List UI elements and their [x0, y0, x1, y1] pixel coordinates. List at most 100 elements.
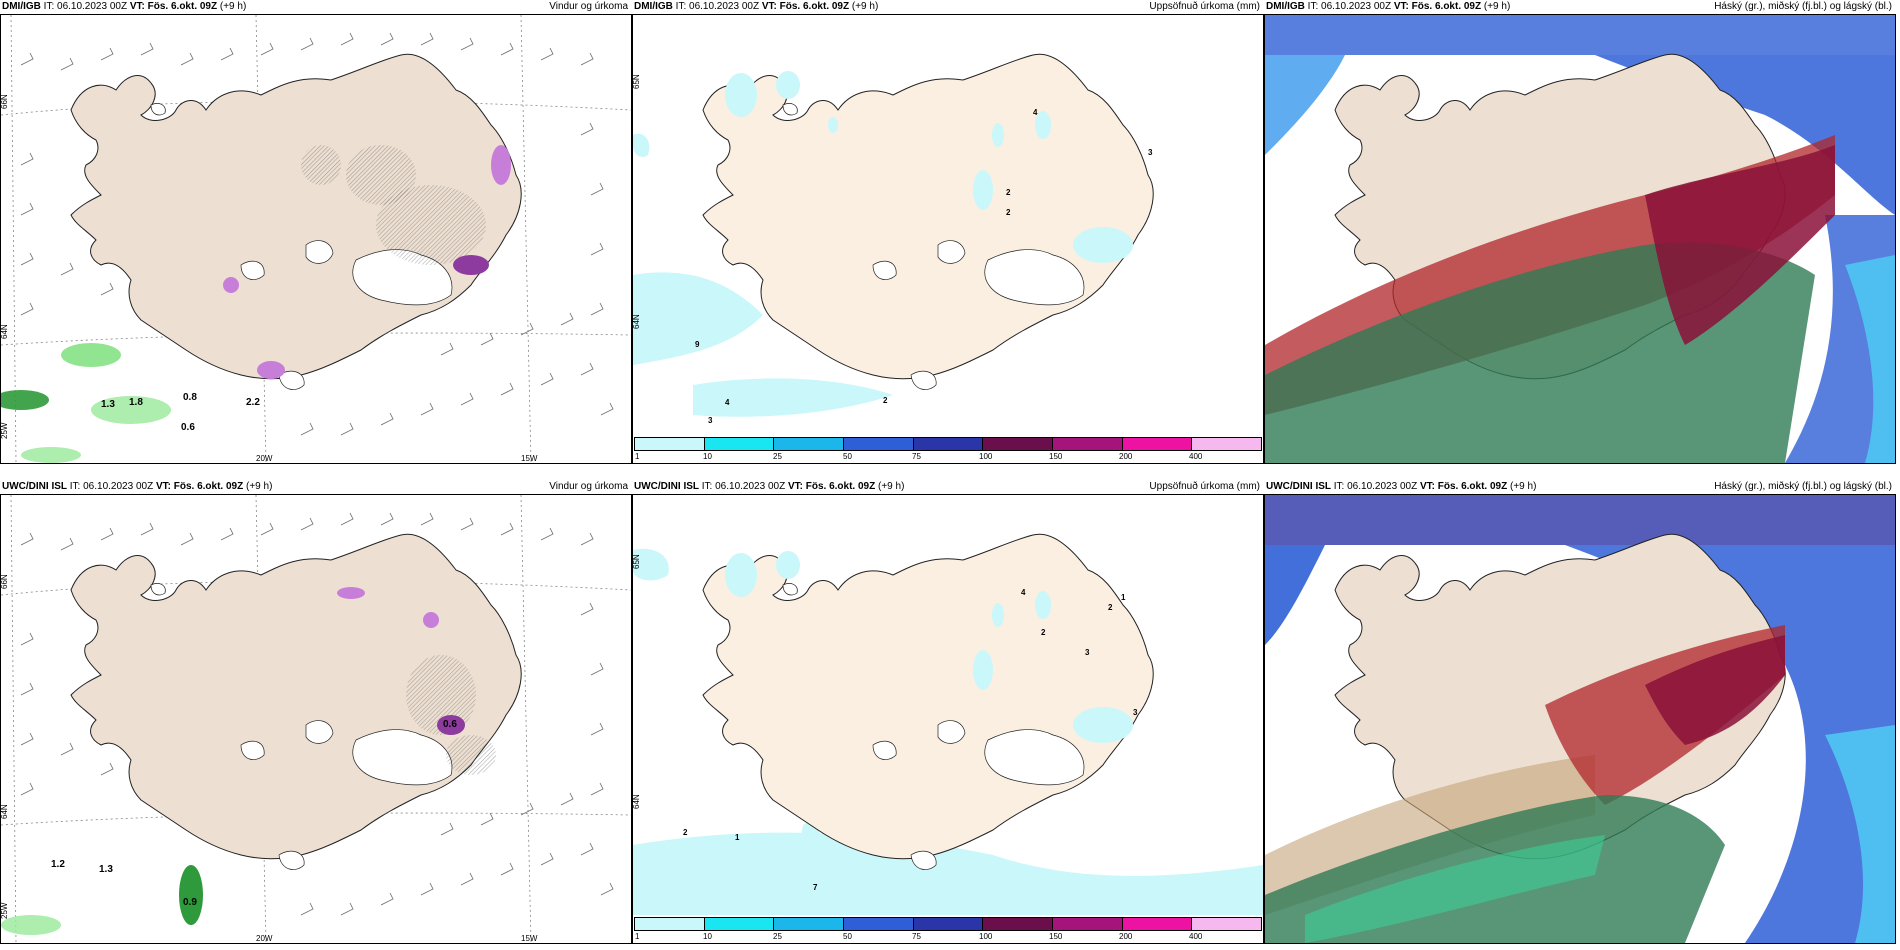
- label-value: 3: [708, 416, 713, 425]
- panel-title: Vindur og úrkoma: [549, 481, 628, 492]
- legend-swatch: [635, 918, 705, 930]
- legend-swatch: [1053, 438, 1123, 450]
- label-value: 1: [1121, 593, 1126, 602]
- label-value: 2: [683, 828, 688, 837]
- legend-tick: 10: [703, 932, 712, 941]
- legend-swatch: [983, 438, 1054, 450]
- label-value: 2: [1041, 628, 1046, 637]
- legend-tick: 75: [912, 452, 921, 461]
- label-value: 7: [813, 883, 818, 892]
- label-value: 2: [883, 396, 888, 405]
- panel-dmi-cloud: DMI/IGB IT: 06.10.2023 00Z VT: Fös. 6.ok…: [1264, 0, 1896, 464]
- init-time: IT: 06.10.2023 00Z: [675, 1, 760, 12]
- legend-tick: 75: [912, 932, 921, 941]
- lat-label: 64N: [633, 794, 641, 809]
- map-precip-dmi: 2 3 2 4 9 4 3 2 65N 64N: [633, 15, 1263, 425]
- label-value: 1: [735, 833, 740, 842]
- lon-label: 25W: [1, 422, 9, 439]
- legend-swatch: [844, 918, 914, 930]
- axis-labels: 66N 64N 25W 20W 15W: [1, 574, 538, 943]
- lead-time: (+9 h): [219, 1, 247, 12]
- legend-tick: 25: [773, 932, 782, 941]
- lat-label: 65N: [633, 554, 641, 569]
- lat-label: 65N: [633, 74, 641, 89]
- valid-time: VT: Fös. 6.okt. 09Z: [761, 1, 850, 12]
- panel-title: Háský (gr.), miðský (fj.bl.) og lágský (…: [1714, 481, 1892, 492]
- lon-label: 25W: [1, 902, 9, 919]
- lat-label: 66N: [1, 94, 9, 109]
- panel-header: UWC/DINI ISL IT: 06.10.2023 00Z VT: Fös.…: [632, 480, 1264, 494]
- legend-tick: 1: [635, 452, 640, 461]
- panel-title: Uppsöfnuð úrkoma (mm): [1149, 1, 1260, 12]
- legend-swatch: [704, 438, 775, 450]
- axis-labels: 65N 64N: [633, 554, 641, 809]
- legend-swatch: [1192, 918, 1262, 930]
- legend-swatch: [1192, 438, 1262, 450]
- cloud-mid-high: [1265, 135, 1835, 463]
- precip-legend: 1 10 25 50 75 100 150 200 400: [633, 915, 1263, 943]
- map-frame[interactable]: 2 1 7 4 2 3 2 1 3 65N 64N: [632, 494, 1264, 944]
- legend-tick: 25: [773, 452, 782, 461]
- label-value: 2.2: [246, 397, 260, 408]
- lon-label: 15W: [521, 454, 538, 463]
- ocean-precip: [633, 548, 1263, 915]
- lon-label: 15W: [521, 934, 538, 943]
- label-value: 0.8: [183, 392, 197, 403]
- map-frame[interactable]: 2 3 2 4 9 4 3 2 65N 64N: [632, 14, 1264, 464]
- lead-time: (+9 h): [851, 1, 879, 12]
- model-source: DMI/IGB: [634, 1, 673, 12]
- map-frame[interactable]: 1.2 1.3 0.9 0.6 66N 64N 25W 20W 15W: [0, 494, 632, 944]
- label-value: 0.6: [181, 422, 195, 433]
- precip-areas: [1, 587, 465, 935]
- land-precip: [725, 71, 1133, 263]
- legend-tick: 10: [703, 452, 712, 461]
- map-frame[interactable]: [1264, 14, 1896, 464]
- panel-dmi-wind: DMI/IGB IT: 06.10.2023 00Z VT: Fös. 6.ok…: [0, 0, 632, 464]
- legend-tick: 400: [1189, 932, 1203, 941]
- lon-label: 20W: [256, 934, 273, 943]
- label-value: 3: [1133, 708, 1138, 717]
- legend-swatch: [774, 438, 845, 450]
- ocean-precip: [633, 133, 893, 417]
- lead-time: (+9 h): [1510, 481, 1537, 492]
- map-wind-dmi: 0.8 0.6 2.2 1.3 1.8 66N 64N 25W 20W 15W: [1, 15, 631, 463]
- label-value: 0.6: [443, 719, 457, 730]
- legend-tick: 400: [1189, 452, 1203, 461]
- model-source: UWC/DINI ISL: [634, 481, 699, 492]
- model-source: DMI/IGB: [1266, 1, 1305, 12]
- panel-header: UWC/DINI ISL IT: 06.10.2023 00Z VT: Fös.…: [0, 480, 632, 494]
- legend-swatch: [913, 918, 984, 930]
- legend-swatch: [635, 438, 705, 450]
- panel-title: Uppsöfnuð úrkoma (mm): [1149, 481, 1260, 492]
- map-frame[interactable]: 0.8 0.6 2.2 1.3 1.8 66N 64N 25W 20W 15W: [0, 14, 632, 464]
- panel-dmi-precip: DMI/IGB IT: 06.10.2023 00Z VT: Fös. 6.ok…: [632, 0, 1264, 464]
- lead-time: (+9 h): [1483, 1, 1511, 12]
- panel-uwc-wind: UWC/DINI ISL IT: 06.10.2023 00Z VT: Fös.…: [0, 480, 632, 944]
- value-labels: 2 1 7 4 2 3 2 1 3: [683, 588, 1138, 892]
- legend-tick: 100: [979, 452, 993, 461]
- label-value: 2: [1006, 188, 1011, 197]
- legend-tick: 150: [1049, 932, 1063, 941]
- legend-swatch: [1122, 918, 1193, 930]
- legend-labels: 1 10 25 50 75 100 150 200 400: [633, 932, 1263, 942]
- label-value: 2: [1006, 208, 1011, 217]
- valid-time: VT: Fös. 6.okt. 09Z: [129, 1, 218, 12]
- map-precip-uwc: 2 1 7 4 2 3 2 1 3 65N 64N: [633, 495, 1263, 915]
- lat-label: 66N: [1, 574, 9, 589]
- lat-label: 64N: [633, 314, 641, 329]
- panel-title: Vindur og úrkoma: [549, 1, 628, 12]
- legend-swatch: [844, 438, 914, 450]
- axis-labels: 66N 64N 25W 20W 15W: [1, 94, 538, 463]
- panel-uwc-precip: UWC/DINI ISL IT: 06.10.2023 00Z VT: Fös.…: [632, 480, 1264, 944]
- label-value: 1.3: [101, 399, 115, 410]
- map-frame[interactable]: [1264, 494, 1896, 944]
- panel-uwc-cloud: UWC/DINI ISL IT: 06.10.2023 00Z VT: Fös.…: [1264, 480, 1896, 944]
- label-value: 4: [725, 398, 730, 407]
- legend-swatch: [704, 918, 775, 930]
- legend-tick: 150: [1049, 452, 1063, 461]
- label-value: 4: [1021, 588, 1026, 597]
- label-value: 1.3: [99, 864, 113, 875]
- label-value: 3: [1148, 148, 1153, 157]
- panel-header: DMI/IGB IT: 06.10.2023 00Z VT: Fös. 6.ok…: [632, 0, 1264, 14]
- value-labels: 2 3 2 4 9 4 3 2: [695, 108, 1153, 425]
